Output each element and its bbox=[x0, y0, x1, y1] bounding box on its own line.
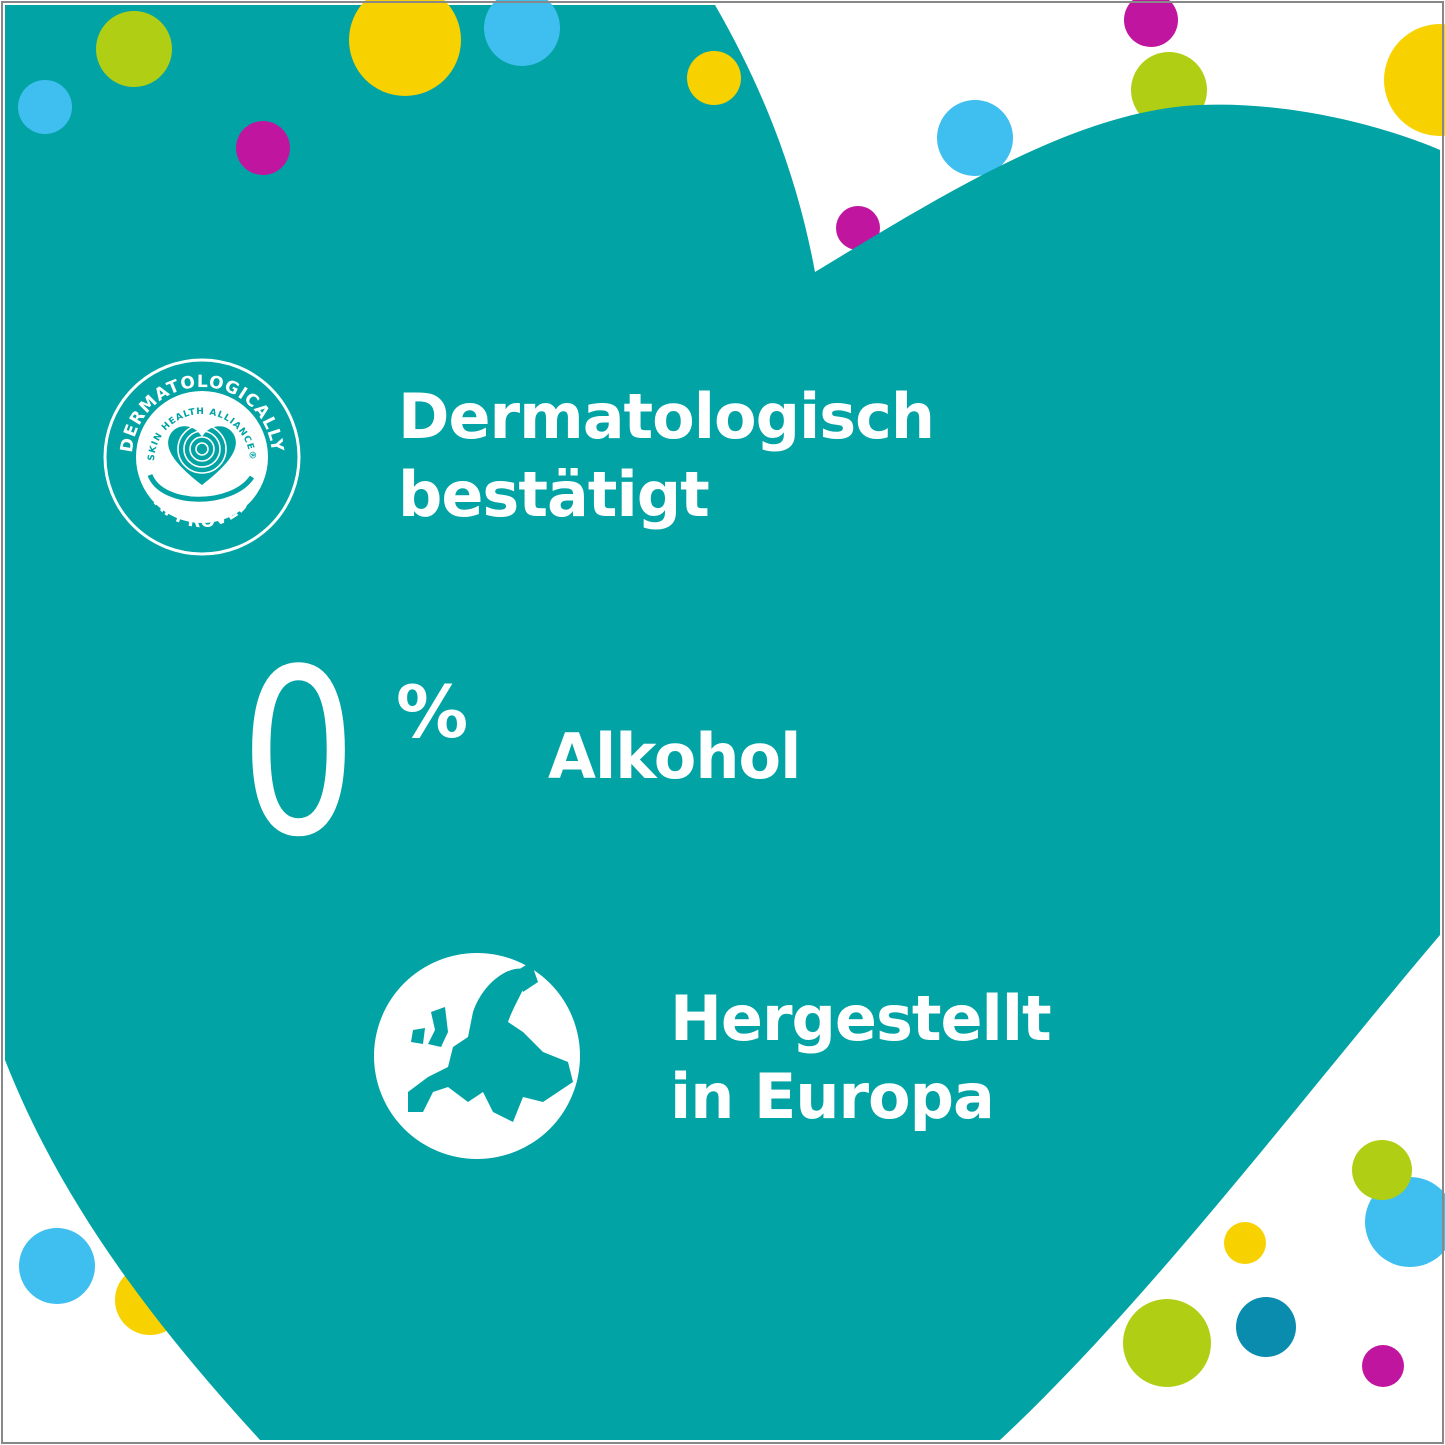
confetti-dot bbox=[937, 100, 1013, 176]
claim-line: in Europa bbox=[670, 1059, 995, 1133]
confetti-dot bbox=[687, 51, 741, 105]
confetti-dot bbox=[1384, 24, 1445, 136]
confetti-dot bbox=[19, 1228, 95, 1304]
claim-line: Dermatologisch bbox=[398, 380, 935, 453]
confetti-dot bbox=[1236, 1297, 1296, 1357]
percent-sign: % bbox=[396, 670, 469, 754]
dermatologically-approved-badge: DERMATOLOGICALLY SKIN HEALTH ALLIANCE® A… bbox=[103, 358, 301, 556]
claim-made-in-europe: Hergestellt in Europa bbox=[670, 980, 1052, 1135]
confetti-dot bbox=[236, 121, 290, 175]
confetti-dot bbox=[96, 11, 172, 87]
confetti-dot bbox=[1123, 1299, 1211, 1387]
confetti-dot bbox=[18, 80, 72, 134]
confetti-dot bbox=[836, 206, 880, 250]
confetti-dot bbox=[349, 0, 461, 96]
claim-line: bestätigt bbox=[398, 457, 710, 531]
confetti-dot bbox=[1224, 1222, 1266, 1264]
hand-icon bbox=[147, 473, 255, 502]
confetti-dot bbox=[484, 0, 560, 66]
europe-globe-icon bbox=[374, 953, 580, 1159]
claim-line: Hergestellt bbox=[670, 982, 1052, 1055]
confetti-dot bbox=[1124, 0, 1178, 47]
claim-alcohol: Alkohol bbox=[548, 720, 801, 793]
zero-number: 0 bbox=[240, 621, 358, 888]
heart-shape bbox=[5, 5, 1440, 1440]
confetti-dot bbox=[1352, 1140, 1412, 1200]
confetti-dot bbox=[1362, 1345, 1404, 1387]
claim-dermatologically-confirmed: Dermatologisch bestätigt bbox=[398, 378, 935, 533]
